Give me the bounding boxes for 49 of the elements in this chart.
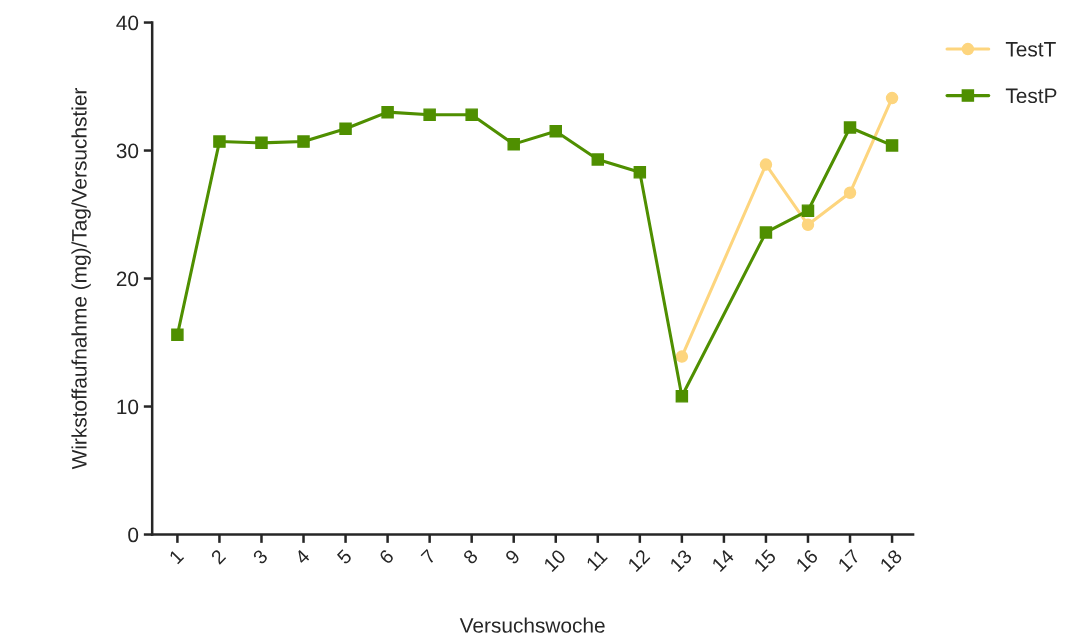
point bbox=[885, 91, 899, 105]
y-tick-label: 20 bbox=[116, 271, 139, 287]
y-tick-label: 40 bbox=[116, 15, 139, 31]
point bbox=[885, 139, 899, 152]
y-tick-label: 30 bbox=[116, 143, 139, 159]
x-tick-label: 14 bbox=[711, 548, 735, 572]
y-tick-label: 10 bbox=[117, 399, 139, 415]
y-axis-title: Wirkstoffaufnahme (mg)/Tag/Versuchstier bbox=[71, 88, 91, 470]
point bbox=[507, 137, 520, 151]
x-tick-label: 7 bbox=[420, 548, 437, 565]
x-tick-label: 9 bbox=[504, 548, 521, 565]
point bbox=[339, 122, 352, 136]
x-tick-label: 1 bbox=[168, 548, 185, 565]
point bbox=[759, 158, 773, 171]
point bbox=[801, 204, 815, 217]
legend-label: TestT bbox=[1005, 42, 1056, 57]
legend-label: TestP bbox=[1005, 88, 1057, 104]
point bbox=[843, 121, 857, 134]
point bbox=[633, 166, 647, 179]
x-tick-label: 12 bbox=[627, 548, 651, 572]
x-tick-label: 3 bbox=[252, 548, 269, 565]
x-tick-label: 2 bbox=[210, 548, 227, 565]
point bbox=[759, 226, 773, 239]
point bbox=[843, 186, 857, 200]
point bbox=[801, 218, 815, 232]
point bbox=[549, 125, 563, 138]
point bbox=[591, 153, 605, 166]
x-tick-label: 11 bbox=[585, 548, 608, 571]
x-tick-label: 8 bbox=[462, 548, 479, 565]
point bbox=[213, 135, 226, 148]
point bbox=[465, 108, 478, 121]
x-tick-label: 15 bbox=[753, 548, 777, 573]
x-tick-label: 17 bbox=[837, 548, 861, 572]
point bbox=[255, 136, 268, 150]
x-axis-title: Versuchswoche bbox=[459, 617, 605, 633]
x-tick-label: 18 bbox=[879, 548, 903, 573]
x-tick-label: 5 bbox=[336, 548, 353, 565]
x-tick-label: 4 bbox=[294, 548, 311, 566]
point bbox=[675, 350, 689, 363]
x-tick-label: 13 bbox=[669, 548, 693, 573]
x-tick-label: 16 bbox=[795, 548, 819, 573]
y-tick-label: 0 bbox=[128, 527, 139, 543]
point bbox=[171, 328, 184, 342]
point bbox=[381, 105, 394, 119]
point bbox=[675, 390, 689, 403]
x-tick-label: 10 bbox=[543, 548, 567, 573]
point bbox=[423, 108, 436, 121]
x-tick-label: 6 bbox=[378, 548, 395, 565]
point bbox=[297, 135, 310, 148]
